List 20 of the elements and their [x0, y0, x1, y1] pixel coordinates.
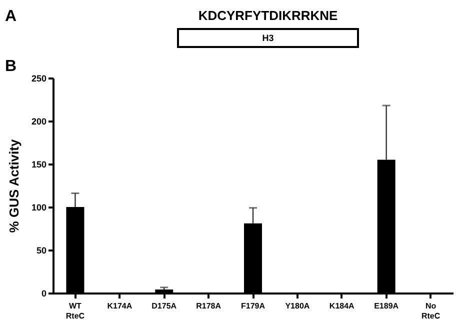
x-tick-label: WT RteC: [66, 302, 85, 320]
y-axis-title: % GUS Activity: [6, 138, 22, 233]
text: A: [5, 8, 17, 25]
y-tick-label: 150: [31, 160, 46, 170]
x-tick-label: K184A: [329, 302, 355, 310]
text: B: [5, 58, 17, 75]
x-tick-label: R178A: [196, 302, 222, 310]
y-tick-label: 0: [41, 288, 46, 298]
x-tick-label: E189A: [374, 302, 399, 310]
x-tick-label: D175A: [152, 302, 177, 310]
y-tick-label: 100: [31, 202, 46, 212]
x-tick-label: F179A: [240, 302, 266, 310]
x-tick-label: Y180A: [285, 302, 310, 310]
y-tick-label: 250: [31, 74, 46, 84]
x-tick-label: No RteC: [421, 302, 440, 320]
x-tick-label: K174A: [107, 302, 132, 310]
text: KDCYRFYTDIKRRKNE: [198, 8, 338, 23]
text: H3: [262, 33, 274, 43]
y-tick-label: 50: [36, 246, 46, 256]
y-tick-label: 200: [31, 116, 46, 126]
